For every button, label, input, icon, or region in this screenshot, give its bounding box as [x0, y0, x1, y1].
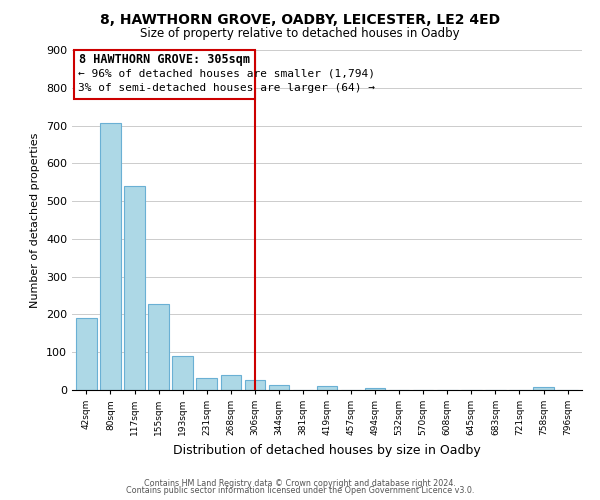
Bar	[269, 384, 289, 390]
X-axis label: Distribution of detached houses by size in Oadby: Distribution of detached houses by size …	[173, 444, 481, 456]
Text: 8, HAWTHORN GROVE, OADBY, LEICESTER, LE2 4ED: 8, HAWTHORN GROVE, OADBY, LEICESTER, LE2…	[100, 12, 500, 26]
Y-axis label: Number of detached properties: Number of detached properties	[31, 132, 40, 308]
Text: Contains public sector information licensed under the Open Government Licence v3: Contains public sector information licen…	[126, 486, 474, 495]
Bar	[365, 388, 385, 390]
Bar	[245, 380, 265, 390]
Text: 3% of semi-detached houses are larger (64) →: 3% of semi-detached houses are larger (6…	[78, 83, 375, 93]
Text: 8 HAWTHORN GROVE: 305sqm: 8 HAWTHORN GROVE: 305sqm	[79, 53, 250, 66]
Text: Contains HM Land Registry data © Crown copyright and database right 2024.: Contains HM Land Registry data © Crown c…	[144, 478, 456, 488]
Text: ← 96% of detached houses are smaller (1,794): ← 96% of detached houses are smaller (1,…	[78, 68, 375, 78]
Bar	[196, 378, 217, 390]
Bar	[100, 123, 121, 390]
Text: Size of property relative to detached houses in Oadby: Size of property relative to detached ho…	[140, 28, 460, 40]
Bar	[148, 304, 169, 390]
Bar	[221, 375, 241, 390]
FancyBboxPatch shape	[74, 50, 255, 99]
Bar	[124, 186, 145, 390]
Bar	[317, 386, 337, 390]
Bar	[76, 318, 97, 390]
Bar	[172, 356, 193, 390]
Bar	[533, 387, 554, 390]
